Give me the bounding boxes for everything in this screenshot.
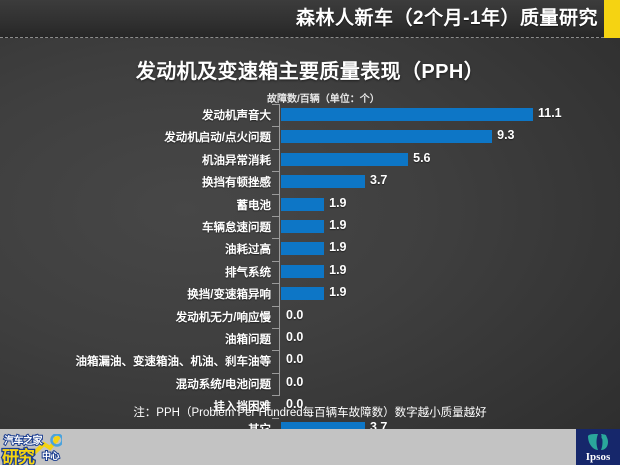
bar-value-label: 0.0: [286, 374, 304, 389]
bar-row: 机油异常消耗 5.6: [0, 148, 620, 171]
bar-category-label: 车辆怠速问题: [202, 222, 271, 234]
bar-category-label: 油箱漏油、变速箱油、机油、刹车油等: [75, 356, 272, 369]
bar-category-label: 发动机启动/点火问题: [164, 132, 271, 145]
page-title: 发动机及变速箱主要质量表现（PPH）: [135, 61, 485, 83]
axis-tick: [272, 104, 279, 105]
axis-tick: [272, 283, 279, 285]
bar: [281, 130, 493, 144]
bar-row: 油箱漏油、变速箱油、机油、刹车油等 0.0: [0, 350, 620, 372]
axis-caption: 故障数/百辆（单位：个）: [267, 94, 380, 105]
autohome-research-logo: 汽车之家 研究 中心: [1, 430, 64, 465]
header-accent-bar: [604, 0, 620, 38]
bar-row: 换挡有顿挫感 3.7: [0, 171, 620, 193]
bar-category-label: 排气系统: [225, 266, 271, 279]
axis-tick: [272, 328, 279, 329]
bar-category-label: 混动系统/电池问题: [175, 378, 271, 391]
autohome-logo-small-text: 中心: [41, 450, 61, 462]
bar: [281, 287, 325, 301]
bar: [281, 242, 325, 256]
axis-tick: [272, 305, 279, 307]
axis-tick: [272, 372, 279, 374]
bar: [281, 175, 365, 189]
bar-row: 混动系统/电池问题 0.0: [0, 372, 620, 395]
footer-bar: 汽车之家 研究 中心 Ipsos: [0, 429, 620, 465]
axis-tick: [272, 260, 279, 262]
ipsos-logo: Ipsos: [576, 429, 620, 465]
bar-row: 车辆怠速问题 1.9: [0, 216, 620, 238]
bar-row: 发动机无力/响应慢 0.0: [0, 305, 620, 328]
ipsos-mark-icon: [588, 434, 608, 450]
bar-value-label: 1.9: [329, 262, 347, 277]
bar: [281, 264, 325, 278]
header-title: 森林人新车（2个月-1年）质量研究: [296, 8, 598, 29]
bar-category-label: 换挡有顿挫感: [202, 177, 271, 190]
bar-chart: 发动机声音大 11.1 发动机启动/点火问题 9.3 机油异常消耗 5.6 换挡有顿挫感 3.…: [0, 104, 620, 436]
bar-row: 油耗过高 1.9: [0, 238, 620, 260]
bar-value-label: 0.0: [286, 352, 304, 367]
bar-row: 换挡/变速箱异响 1.9: [0, 283, 620, 305]
axis-tick: [272, 171, 279, 173]
bar-value-label: 9.3: [497, 128, 515, 143]
bar-value-label: 0.0: [286, 397, 304, 412]
bar-row: 挂入挡困难 0.0: [0, 395, 620, 417]
axis-tick: [272, 417, 279, 419]
bar: [281, 108, 533, 121]
bar-category-label: 油箱问题: [225, 334, 271, 346]
autohome-logo-top-text: 汽车之家: [3, 435, 44, 448]
axis-tick: [272, 238, 279, 240]
bar-value-label: 11.1: [538, 106, 562, 120]
bar-row: 蓄电池 1.9: [0, 193, 620, 216]
bar-category-label: 机油异常消耗: [202, 154, 271, 167]
bar-value-label: 1.9: [329, 240, 347, 255]
bar-row: 油箱问题 0.0: [0, 328, 620, 350]
bar-category-label: 发动机无力/响应慢: [175, 311, 271, 324]
bar: [281, 197, 325, 211]
ipsos-logo-text: Ipsos: [585, 451, 611, 463]
bar-category-label: 油耗过高: [225, 244, 271, 257]
axis-tick: [272, 148, 279, 150]
bar-category-label: 换挡/变速箱异响: [187, 289, 271, 302]
header-band: 森林人新车（2个月-1年）质量研究: [0, 0, 620, 38]
header-divider: [0, 37, 604, 38]
bar-value-label: 3.7: [370, 173, 388, 188]
bar-row: 排气系统 1.9: [0, 260, 620, 283]
bar-category-label: 发动机声音大: [202, 110, 271, 122]
axis-tick: [272, 216, 279, 217]
bar-value-label: 0.0: [286, 307, 304, 322]
axis-tick: [272, 350, 279, 352]
axis-tick: [272, 126, 279, 128]
bar-value-label: 5.6: [413, 150, 431, 165]
bar-value-label: 1.9: [329, 285, 347, 300]
axis-tick: [272, 395, 279, 397]
axis-tick: [272, 193, 279, 195]
bar-row: 发动机声音大 11.1: [0, 104, 620, 126]
arrow-up-icon: [32, 434, 62, 455]
bar: [281, 152, 409, 166]
bar-value-label: 1.9: [329, 195, 347, 210]
bar-value-label: 1.9: [329, 218, 347, 232]
bar: [281, 220, 325, 233]
bar-category-label: 蓄电池: [236, 199, 272, 212]
bar-category-label: 挂入挡困难: [213, 401, 272, 414]
bar-value-label: 0.0: [286, 330, 304, 344]
footnote: 注：PPH（Problem Per Hundred每百辆车故障数）数字越小质量越…: [133, 407, 487, 419]
category-axis-line: [279, 104, 280, 396]
autohome-logo-big-text: 研究: [1, 447, 37, 465]
bar-row: 发动机启动/点火问题 9.3: [0, 126, 620, 148]
